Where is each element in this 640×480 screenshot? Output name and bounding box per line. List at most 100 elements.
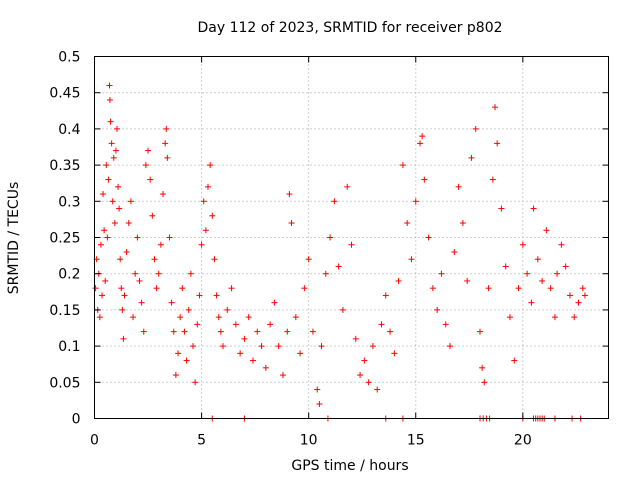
data-point — [115, 183, 122, 190]
data-point — [305, 256, 312, 263]
x-axis: 0 5 10 15 20 — [90, 56, 532, 449]
data-point — [292, 314, 299, 321]
data-point — [378, 321, 385, 328]
data-point — [258, 343, 265, 350]
data-point — [194, 321, 201, 328]
data-point — [196, 292, 203, 299]
data-point — [130, 314, 137, 321]
data-point — [101, 227, 108, 234]
data-point — [361, 357, 368, 364]
data-point — [179, 285, 186, 292]
data-point — [113, 125, 120, 132]
data-point — [434, 306, 441, 313]
data-point — [502, 263, 509, 270]
data-point — [528, 299, 535, 306]
data-point — [160, 191, 167, 198]
data-point — [198, 241, 205, 248]
data-point — [275, 343, 282, 350]
data-point — [163, 125, 170, 132]
data-point — [213, 292, 220, 299]
y-tick-label: 0.4 — [58, 122, 80, 138]
data-point — [472, 125, 479, 132]
data-point — [110, 154, 117, 161]
data-point — [412, 198, 419, 205]
data-point — [571, 314, 578, 321]
data-point — [209, 212, 216, 219]
data-point — [447, 343, 454, 350]
data-point — [211, 256, 218, 263]
y-tick-label: 0.45 — [49, 86, 80, 102]
data-point — [485, 285, 492, 292]
data-point — [118, 285, 125, 292]
data-point — [111, 220, 118, 227]
data-point — [207, 162, 214, 169]
data-point — [339, 306, 346, 313]
data-point — [506, 314, 513, 321]
data-point — [498, 205, 505, 212]
data-point — [286, 191, 293, 198]
data-point — [425, 234, 432, 241]
data-point — [551, 314, 558, 321]
data-point — [205, 183, 212, 190]
x-tick-label: 5 — [197, 433, 206, 449]
y-tick-label: 0.1 — [58, 339, 80, 355]
data-point — [288, 220, 295, 227]
y-tick-label: 0.25 — [49, 231, 80, 247]
data-point — [105, 176, 112, 183]
data-point — [579, 285, 586, 292]
data-point — [417, 140, 424, 147]
data-point — [149, 212, 156, 219]
data-point — [543, 227, 550, 234]
data-point — [217, 328, 224, 335]
data-point — [459, 220, 466, 227]
data-point — [316, 401, 323, 408]
data-point — [136, 277, 143, 284]
data-point — [314, 386, 321, 393]
data-point — [249, 357, 256, 364]
y-tick-label: 0.35 — [49, 158, 80, 174]
data-point — [177, 314, 184, 321]
data-point — [352, 335, 359, 342]
data-point — [562, 263, 569, 270]
data-point — [387, 328, 394, 335]
data-point — [408, 256, 415, 263]
y-tick-label: 0.2 — [58, 267, 80, 283]
data-point — [172, 372, 179, 379]
data-point — [104, 234, 111, 241]
data-point — [468, 154, 475, 161]
data-point — [241, 335, 248, 342]
data-point — [429, 285, 436, 292]
data-points — [92, 82, 588, 422]
data-point — [153, 285, 160, 292]
x-tick-label: 10 — [300, 433, 318, 449]
data-point — [344, 183, 351, 190]
data-point — [175, 350, 182, 357]
data-point — [147, 176, 154, 183]
data-point — [106, 82, 113, 89]
data-point — [155, 270, 162, 277]
data-point — [121, 292, 128, 299]
data-point — [123, 248, 130, 255]
data-point — [581, 292, 588, 299]
data-point — [245, 314, 252, 321]
data-point — [145, 147, 152, 154]
data-point — [262, 364, 269, 371]
data-point — [162, 140, 169, 147]
data-point — [284, 328, 291, 335]
data-point — [109, 198, 116, 205]
y-axis: 0 0.05 0.1 0.15 0.2 0.25 0.3 0.35 0.4 0.45 0.5 — [49, 50, 609, 428]
x-axis-label: GPS time / hours — [291, 458, 408, 474]
y-tick-label: 0.15 — [49, 303, 80, 319]
x-tick-label: 20 — [514, 433, 532, 449]
data-point — [442, 321, 449, 328]
data-point — [530, 205, 537, 212]
y-tick-label: 0.5 — [58, 50, 80, 66]
data-point — [534, 256, 541, 263]
chart-title: Day 112 of 2023, SRMTID for receiver p80… — [197, 20, 502, 36]
data-point — [97, 241, 104, 248]
data-point — [166, 234, 173, 241]
data-point — [511, 357, 518, 364]
data-point — [309, 328, 316, 335]
data-point — [100, 191, 107, 198]
y-tick-label: 0 — [72, 412, 81, 428]
